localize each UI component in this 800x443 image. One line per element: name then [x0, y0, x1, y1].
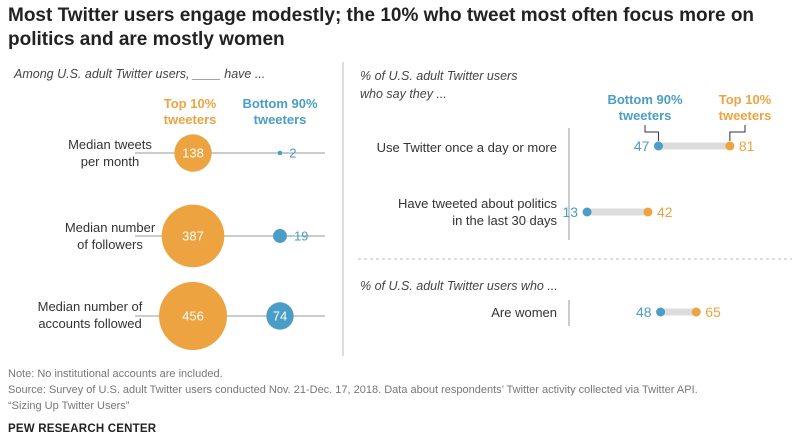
right-subtitle-line2: who say they ...	[360, 87, 447, 101]
right-legend-bottom90-line2: tweeters	[618, 108, 672, 123]
left-row-label-accounts-line1: Median number of	[37, 299, 143, 314]
footer-source: Source: Survey of U.S. adult Twitter use…	[8, 384, 698, 396]
top10-value-label-2: 456	[182, 309, 204, 324]
left-legend-bottom90-line1: Bottom 90%	[242, 96, 318, 111]
right-legend-top10-line2: tweeters	[718, 108, 772, 123]
bottom90-value-label-1: 19	[294, 229, 308, 244]
left-subtitle: Among U.S. adult Twitter users, ____ hav…	[14, 67, 266, 81]
bottom90-value-label-0: 2	[289, 146, 296, 161]
left-row-label-followers-line1: Median number	[64, 220, 156, 235]
footer-brand: PEW RESEARCH CENTER	[8, 423, 157, 435]
bottom90-dot-2	[656, 307, 666, 317]
left-legend-top10-line2: tweeters	[163, 112, 217, 127]
bottom90-bubble-2	[266, 302, 294, 330]
right-row-label-daily-line1: Use Twitter once a day or more	[376, 140, 557, 155]
left-row-label-tweets-line2: per month	[80, 154, 140, 169]
top10-dot-label-2: 65	[705, 304, 721, 320]
right-legend-top10: Top 10% tweeters	[705, 92, 785, 124]
right-row-label-daily: Use Twitter once a day or more	[357, 139, 557, 156]
left-row-label-tweets: Median tweets per month	[50, 136, 170, 170]
top10-value-label-1: 387	[182, 229, 204, 244]
left-legend-bottom90-line2: tweeters	[253, 112, 307, 127]
bottom90-dot-0	[653, 141, 663, 151]
top10-bubble-2	[159, 282, 227, 350]
top10-legend-leader	[729, 125, 746, 141]
top10-bubble-0	[174, 134, 212, 172]
left-row-label-tweets-line1: Median tweets	[68, 137, 152, 152]
bottom90-value-label-2: 74	[273, 309, 287, 324]
left-legend-top10-line1: Top 10%	[163, 96, 217, 111]
right-subtitle: % of U.S. adult Twitter users who say th…	[360, 67, 517, 103]
left-legend-bottom90: Bottom 90% tweeters	[235, 96, 325, 128]
left-row-label-followers: Median number of followers	[50, 219, 170, 253]
left-legend-top10: Top 10% tweeters	[150, 96, 230, 128]
left-row-label-accounts-line2: accounts followed	[38, 316, 142, 331]
bottom90-dot-label-2: 48	[636, 304, 652, 320]
left-row-label-followers-line2: of followers	[77, 237, 143, 252]
right-row-label-politics: Have tweeted about politics in the last …	[357, 195, 557, 229]
bottom90-dot-1	[582, 207, 592, 217]
right-subtitle-line1: % of U.S. adult Twitter users	[360, 69, 518, 83]
bottom90-bubble-0	[277, 150, 283, 156]
top10-value-label-0: 138	[182, 146, 204, 161]
right-row-label-women: Are women	[357, 304, 557, 321]
right-legend-bottom90-line1: Bottom 90%	[607, 92, 683, 107]
right-subtitle-2: % of U.S. adult Twitter users who ...	[360, 279, 558, 293]
top10-dot-label-0: 81	[739, 138, 755, 154]
bottom90-dot-label-1: 13	[562, 204, 578, 220]
bottom90-bubble-1	[273, 229, 287, 243]
bottom90-dot-label-0: 47	[634, 138, 650, 154]
top10-dot-2	[691, 307, 701, 317]
bottom90-legend-leader	[644, 125, 659, 141]
footer-note: Note: No institutional accounts are incl…	[8, 368, 223, 380]
right-legend-top10-line1: Top 10%	[718, 92, 772, 107]
footer-report: “Sizing Up Twitter Users”	[8, 400, 130, 412]
chart-title: Most Twitter users engage modestly; the …	[8, 5, 755, 50]
top10-dot-0	[725, 141, 735, 151]
top10-dot-1	[643, 207, 653, 217]
left-row-label-accounts: Median number of accounts followed	[5, 298, 175, 332]
right-row-label-women-line1: Are women	[491, 305, 557, 320]
top10-dot-label-1: 42	[657, 204, 673, 220]
right-legend-bottom90: Bottom 90% tweeters	[600, 92, 690, 124]
right-row-label-politics-line2: in the last 30 days	[452, 213, 557, 228]
right-row-label-politics-line1: Have tweeted about politics	[398, 196, 557, 211]
top10-bubble-1	[161, 204, 225, 268]
